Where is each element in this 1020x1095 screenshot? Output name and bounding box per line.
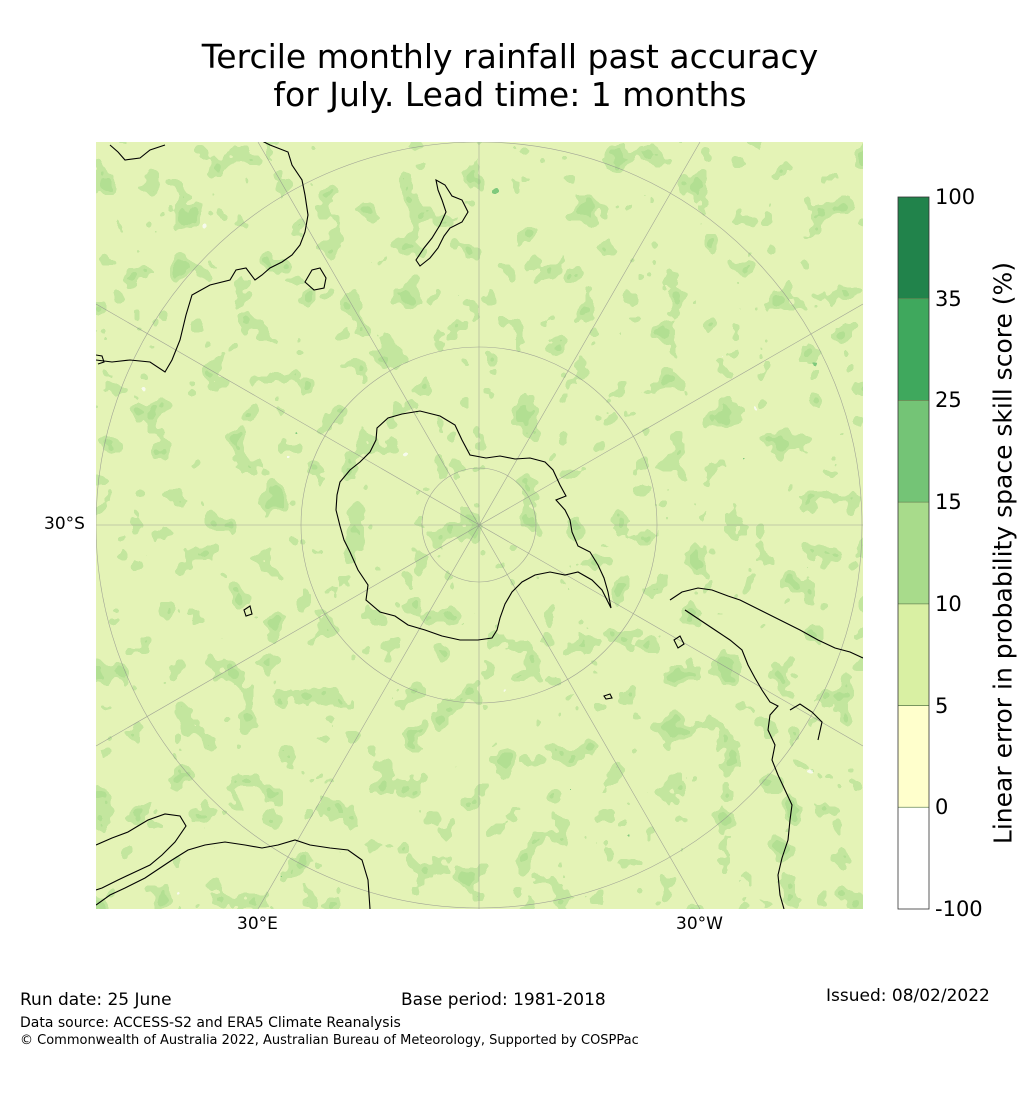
run-date: Run date: 25 June xyxy=(20,990,172,1010)
colorbar-bin xyxy=(898,705,929,808)
antarctica-coast xyxy=(335,410,612,641)
field-white xyxy=(96,142,863,909)
colorbar-bin xyxy=(898,298,929,401)
south-georgia-coast xyxy=(603,693,613,700)
south-america-bay-coast xyxy=(789,703,823,741)
coastlines xyxy=(96,142,863,909)
colorbar-tick-label: 100 xyxy=(935,185,976,209)
tasmania-coast xyxy=(304,267,327,291)
copyright: © Commonwealth of Australia 2022, Austra… xyxy=(20,1033,639,1048)
label-lat-30s: 30°S xyxy=(44,514,85,534)
kerguelen-coast xyxy=(243,605,253,617)
kaapstad-islands-coast xyxy=(96,354,105,365)
new-zealand-coast xyxy=(415,178,469,267)
colorbar-tick-label: 35 xyxy=(935,286,962,311)
colorbar-title: Linear error in probability space skill … xyxy=(988,261,1018,845)
skill-field xyxy=(96,142,863,909)
graticule xyxy=(96,142,863,909)
madagascar-coast xyxy=(96,813,187,891)
colorbar-tick-label: 15 xyxy=(935,490,962,515)
colorbar-tick-label: 10 xyxy=(935,591,962,616)
label-lon-30w: 30°W xyxy=(676,914,723,934)
south-america-coast xyxy=(669,587,863,659)
south-america-south-coast xyxy=(684,609,793,909)
colorbar-tick-label: 25 xyxy=(935,388,962,413)
data-source: Data source: ACCESS-S2 and ERA5 Climate … xyxy=(20,1015,401,1031)
colorbar-bin xyxy=(898,400,929,503)
africa-coast xyxy=(96,839,371,909)
title-line-2: for July. Lead time: 1 months xyxy=(273,75,747,114)
colorbar-bin xyxy=(898,807,929,910)
map-title: Tercile monthly rainfall past accuracy f… xyxy=(0,38,1020,114)
colorbar-bin xyxy=(898,502,929,605)
colorbar-tick-label: 0 xyxy=(935,795,949,820)
issued-date: Issued: 08/02/2022 xyxy=(826,986,990,1006)
australia-coast xyxy=(96,142,309,373)
base-period: Base period: 1981-2018 xyxy=(401,990,606,1010)
title-line-1: Tercile monthly rainfall past accuracy xyxy=(201,37,819,76)
label-lon-30e: 30°E xyxy=(237,914,278,934)
colorbar-tick-label: 5 xyxy=(935,693,949,718)
falklands-coast xyxy=(673,635,685,649)
colorbar-tick-label: -100 xyxy=(935,897,983,921)
colorbar-bin xyxy=(898,197,929,300)
australia-north-coast xyxy=(109,144,166,161)
colorbar-bin xyxy=(898,603,929,707)
colorbar-frame xyxy=(897,196,930,910)
